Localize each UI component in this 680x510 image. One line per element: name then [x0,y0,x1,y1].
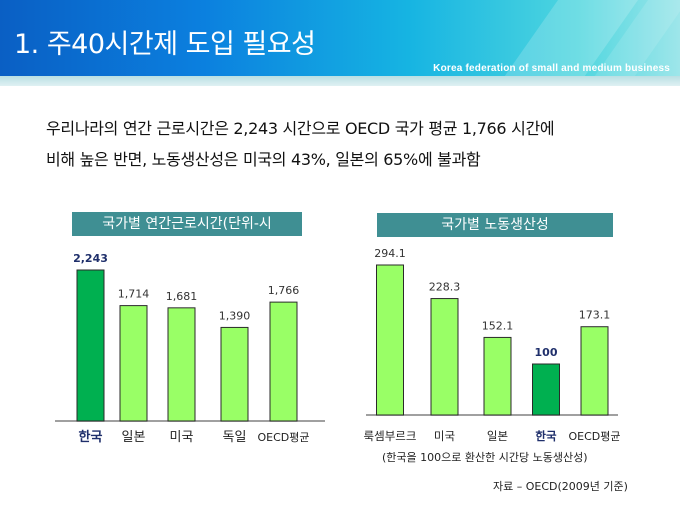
chart-footnote: (한국을 100으로 환산한 시간당 노동생산성) [382,451,588,464]
chart-title-working-hours: 국가별 연간근로시간(단위-시 [72,212,302,236]
category-label: OECD평균 [569,430,621,443]
data-label: 100 [535,346,558,359]
bar [376,264,404,416]
category-label: 미국 [170,430,194,445]
category-label: 한국 [535,429,557,443]
bar [76,269,105,422]
data-label: 1,390 [219,309,251,322]
category-label: OECD평균 [258,431,310,444]
summary-line-2: 비해 높은 반면, 노동생산성은 미국의 43%, 일본의 65%에 불과함 [46,150,481,169]
summary-line-1: 우리나라의 연간 근로시간은 2,243 시간으로 OECD 국가 평균 1,7… [46,119,555,138]
category-label: 독일 [223,430,247,445]
slide-title: 1. 주40시간제 도입 필요성 [14,29,316,60]
source-note: 자료 – OECD(2009년 기준) [493,480,628,493]
category-label: 일본 [487,429,508,443]
data-label: 1,766 [268,284,300,297]
chart-title-productivity: 국가별 노동생산성 [377,213,613,237]
category-label: 일본 [122,430,146,445]
category-label: 미국 [434,429,455,443]
header-divider [0,76,680,86]
category-label: 룩셈부르크 [364,429,417,443]
bar [532,363,560,416]
data-label: 152.1 [482,319,514,332]
bar [580,326,609,416]
data-label: 1,714 [118,288,150,301]
data-label: 228.3 [429,281,461,294]
data-label: 173.1 [579,309,611,322]
bar [167,307,196,422]
category-label: 한국 [79,429,103,445]
bar [220,326,249,422]
slide-header: 1. 주40시간제 도입 필요성 Korea federation of sma… [0,0,680,76]
bar [269,301,298,422]
organization-name: Korea federation of small and medium bus… [433,63,670,74]
data-label: 1,681 [166,290,198,303]
data-label: 2,243 [73,252,108,265]
data-label: 294.1 [374,247,406,260]
bar [119,305,148,422]
bar [483,336,512,416]
bar [430,298,459,416]
